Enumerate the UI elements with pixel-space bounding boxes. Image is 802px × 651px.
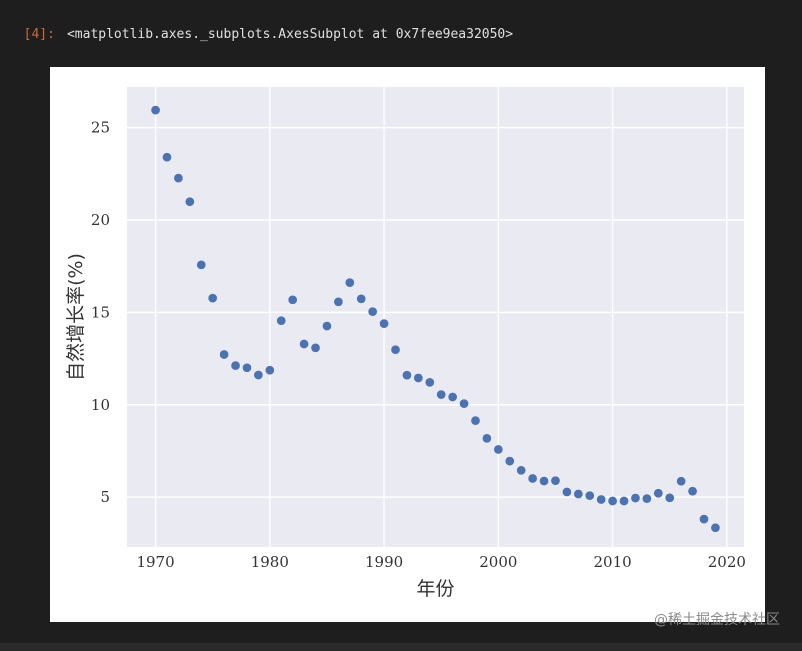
data-point	[596, 494, 606, 505]
data-point	[265, 365, 275, 376]
data-point	[687, 486, 698, 497]
data-point	[562, 487, 572, 497]
y-axis-label: 自然增长率(%)	[65, 253, 87, 381]
data-point	[310, 343, 321, 353]
watermark: @稀土掘金技术社区	[654, 612, 780, 628]
data-point	[333, 297, 344, 307]
x-tick-label: 2010	[594, 553, 632, 571]
data-point	[527, 473, 538, 484]
data-point	[676, 476, 686, 487]
data-point	[379, 318, 389, 329]
data-point	[516, 465, 526, 476]
output-repr: <matplotlib.axes._subplots.AxesSubplot a…	[66, 27, 514, 42]
data-point	[642, 493, 652, 504]
output-line: [4]: <matplotlib.axes._subplots.AxesSubpl…	[8, 12, 513, 42]
x-tick-label: 1970	[136, 553, 174, 571]
data-point	[619, 496, 629, 506]
y-tick-label: 15	[91, 303, 110, 321]
scatter-chart: 1970 1980 1990 2000 2010 2020 5 10 15 20 25 年份 自然增…	[65, 87, 746, 600]
axes-background	[127, 87, 744, 547]
data-point	[162, 152, 172, 163]
x-axis-label: 年份	[416, 578, 454, 600]
data-point	[630, 493, 641, 503]
data-point	[424, 377, 435, 388]
y-tick-label: 5	[100, 488, 110, 506]
y-tick-label: 10	[91, 396, 110, 414]
data-point	[470, 415, 481, 426]
data-point	[173, 173, 184, 183]
x-tick-label: 2020	[708, 553, 746, 571]
data-point	[413, 373, 424, 383]
data-point	[150, 105, 161, 115]
data-point	[402, 370, 412, 380]
data-point	[550, 475, 561, 486]
data-points	[150, 105, 721, 533]
data-point	[482, 433, 492, 444]
y-tick-label: 25	[91, 119, 110, 137]
data-point	[653, 488, 664, 499]
x-tick-label: 1980	[251, 553, 289, 571]
data-point	[573, 489, 584, 499]
data-point	[299, 339, 309, 349]
data-point	[219, 349, 229, 360]
data-point	[196, 260, 207, 270]
data-point	[539, 476, 549, 486]
cell-prompt: [4]:	[23, 27, 55, 42]
data-point	[459, 398, 469, 409]
data-point	[607, 496, 618, 506]
data-point	[322, 321, 332, 331]
x-tick-label: 2000	[479, 553, 517, 571]
data-point	[345, 277, 355, 288]
data-point	[584, 490, 595, 501]
data-point	[390, 344, 401, 355]
bottom-strip	[0, 643, 802, 651]
data-point	[436, 389, 447, 400]
data-point	[242, 363, 252, 373]
data-point	[367, 306, 378, 317]
figure-canvas: 1970 1980 1990 2000 2010 2020 5 10 15 20 25 年份 自然增…	[50, 67, 765, 622]
data-point	[504, 456, 515, 466]
x-tick-label: 1990	[365, 553, 403, 571]
tick-labels: 1970 1980 1990 2000 2010 2020 5 10 15 20 25	[91, 119, 746, 571]
data-point	[185, 196, 195, 207]
data-point	[253, 370, 264, 380]
data-point	[230, 360, 241, 371]
data-point	[664, 493, 675, 503]
data-point	[447, 392, 458, 402]
y-tick-label: 20	[91, 211, 110, 229]
data-point	[207, 293, 218, 303]
data-point	[287, 295, 298, 305]
data-point	[493, 444, 504, 455]
data-point	[710, 522, 721, 533]
data-point	[699, 514, 709, 524]
data-point	[276, 315, 287, 326]
grid-lines	[127, 87, 744, 547]
data-point	[356, 294, 367, 304]
